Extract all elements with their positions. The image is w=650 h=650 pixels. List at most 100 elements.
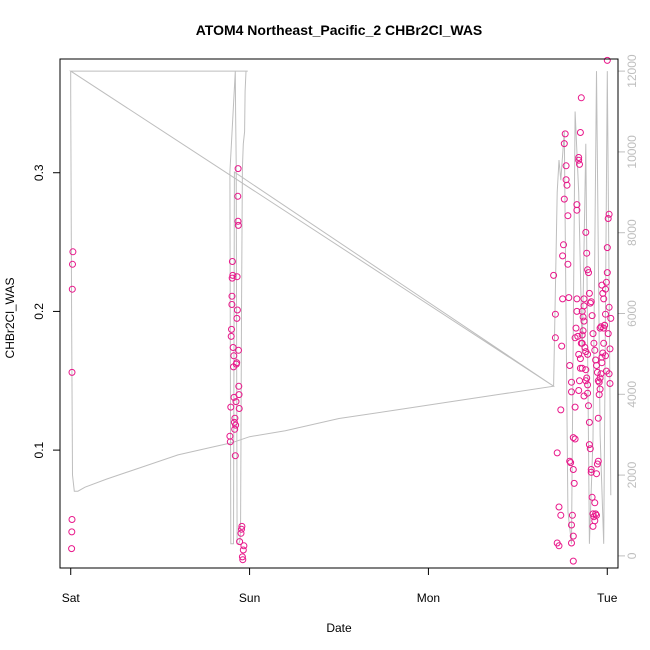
right-tick-label: 0 — [625, 552, 639, 559]
data-point — [560, 140, 568, 148]
data-point — [569, 466, 577, 473]
data-point — [593, 470, 600, 478]
data-point — [588, 493, 596, 501]
data-point — [238, 553, 246, 561]
data-point — [229, 271, 237, 279]
concentration-scatter-series — [68, 56, 615, 565]
data-point — [231, 414, 239, 422]
data-point — [580, 317, 588, 325]
data-point — [551, 334, 559, 342]
data-point — [573, 201, 581, 209]
data-point — [598, 353, 606, 361]
data-point — [560, 241, 567, 249]
data-point — [228, 325, 235, 333]
data-point — [581, 344, 589, 351]
data-point — [575, 350, 583, 358]
data-point — [602, 310, 609, 318]
data-point — [238, 525, 245, 533]
data-point — [228, 292, 236, 300]
data-point — [68, 545, 76, 553]
data-point — [602, 352, 609, 360]
data-point — [235, 382, 243, 390]
data-point — [577, 94, 585, 102]
right-tick-label: 10000 — [625, 135, 639, 169]
data-point — [586, 299, 594, 307]
x-tick-label: Sun — [239, 591, 260, 605]
data-point — [570, 479, 578, 487]
data-point — [595, 378, 603, 386]
data-point — [572, 324, 580, 332]
data-point — [564, 260, 572, 268]
data-point — [580, 392, 588, 400]
data-point — [557, 511, 565, 519]
data-point — [571, 435, 579, 443]
data-point — [604, 215, 612, 222]
data-point — [568, 388, 575, 396]
data-point — [591, 499, 599, 507]
data-point — [568, 521, 575, 529]
data-point — [605, 370, 613, 378]
data-point — [228, 301, 236, 308]
data-point — [576, 355, 584, 363]
data-point — [585, 402, 592, 410]
data-point — [579, 313, 587, 321]
data-point — [579, 327, 587, 335]
data-point — [69, 260, 76, 268]
data-point — [601, 321, 609, 329]
data-point — [234, 165, 242, 173]
data-point — [606, 380, 614, 387]
data-point — [237, 529, 245, 537]
data-point — [591, 346, 599, 354]
data-point — [589, 330, 597, 338]
data-point — [559, 295, 567, 303]
data-point — [563, 181, 571, 189]
data-point — [607, 314, 615, 322]
data-point — [233, 359, 241, 367]
data-point — [600, 295, 608, 303]
data-point — [593, 368, 601, 376]
data-point — [233, 314, 241, 322]
data-point — [558, 342, 566, 350]
right-tick-label: 2000 — [625, 461, 639, 488]
data-point — [596, 385, 604, 393]
data-point — [553, 449, 561, 457]
data-point — [555, 503, 563, 511]
data-point — [565, 294, 573, 302]
altitude-line-path — [69, 70, 612, 545]
data-point — [580, 295, 588, 303]
data-point — [557, 406, 565, 414]
data-point — [564, 212, 572, 220]
data-point — [578, 364, 586, 372]
data-point — [597, 323, 605, 331]
data-point — [575, 387, 583, 394]
data-point — [583, 249, 591, 257]
data-point — [560, 195, 568, 203]
data-point — [575, 154, 583, 161]
data-point — [568, 539, 575, 547]
data-point — [555, 542, 563, 550]
data-point — [238, 522, 246, 530]
data-point — [586, 445, 594, 453]
data-point — [585, 269, 592, 277]
data-point — [231, 425, 239, 433]
data-point — [606, 345, 614, 353]
data-point — [594, 457, 602, 465]
data-point — [68, 528, 76, 536]
x-axis: Sat Sun Mon Tue — [62, 567, 618, 605]
data-point — [594, 377, 602, 385]
data-point — [227, 332, 235, 340]
data-point — [235, 405, 243, 412]
data-point — [239, 556, 247, 564]
right-axis: 0 2000 4000 6000 8000 10000 12000 — [617, 54, 639, 559]
data-point — [576, 377, 583, 385]
y-tick-label: 0.2 — [32, 303, 46, 320]
data-point — [605, 303, 613, 311]
right-tick-label: 12000 — [625, 54, 639, 88]
data-point — [235, 391, 243, 399]
data-point — [584, 381, 592, 389]
data-point — [231, 452, 239, 460]
data-point — [585, 418, 593, 426]
data-point — [603, 244, 611, 252]
data-point — [597, 370, 605, 378]
data-point — [235, 346, 242, 354]
